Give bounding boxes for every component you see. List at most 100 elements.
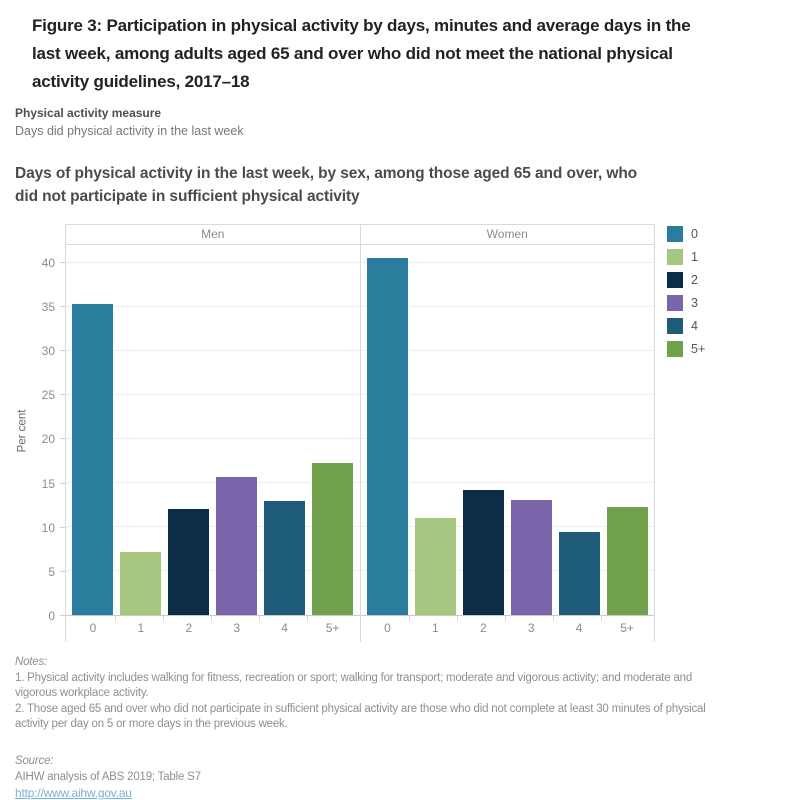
legend-swatch-4 xyxy=(667,318,683,334)
y-axis: Per cent 0 5 10 15 20 25 30 35 40 xyxy=(15,224,65,642)
y-tick-mark xyxy=(60,482,65,484)
gridline xyxy=(66,569,360,571)
bar-slot xyxy=(603,245,651,615)
legend-label-4: 4 xyxy=(691,319,698,333)
gridline xyxy=(360,525,654,527)
legend-label-3: 3 xyxy=(691,296,698,310)
chart-title: Days of physical activity in the last we… xyxy=(15,165,638,205)
panel-header-men: Men xyxy=(66,224,360,245)
panel-women: Women 0 1 2 3 4 5+ xyxy=(359,224,655,642)
x-label-4: 4 xyxy=(258,616,309,642)
legend-item-2[interactable]: 2 xyxy=(667,272,800,288)
y-tick-mark xyxy=(60,394,65,396)
bar-slot xyxy=(309,245,357,615)
legend-swatch-3 xyxy=(667,295,683,311)
legend-item-1[interactable]: 1 xyxy=(667,249,800,265)
bar-men-0[interactable] xyxy=(72,304,114,615)
x-label-2: 2 xyxy=(162,616,213,642)
plot-area-men xyxy=(66,245,360,616)
y-tick-mark xyxy=(60,261,65,263)
gridline xyxy=(360,569,654,571)
legend-item-0[interactable]: 0 xyxy=(667,226,800,242)
gridline xyxy=(360,305,654,307)
gridline xyxy=(66,393,360,395)
legend-item-3[interactable]: 3 xyxy=(667,295,800,311)
chart-panels: Men 0 1 2 3 4 5+ Women 0 1 2 3 4 5+ xyxy=(65,224,655,642)
x-axis-labels-women: 0 1 2 3 4 5+ xyxy=(361,616,655,642)
y-tick-label: 30 xyxy=(41,344,55,358)
y-tick-label: 15 xyxy=(41,476,55,491)
bar-slot xyxy=(117,245,165,615)
y-tick-label: 20 xyxy=(41,432,55,447)
x-label-0: 0 xyxy=(89,621,97,635)
panel-header-women: Women xyxy=(360,224,654,245)
legend-label-1: 1 xyxy=(691,250,698,264)
y-tick-label: 0 xyxy=(48,609,55,623)
bar-slot xyxy=(459,245,507,615)
y-tick-mark xyxy=(60,526,65,528)
gridline xyxy=(360,349,654,351)
bar-women-1[interactable] xyxy=(414,518,456,615)
bar-slot xyxy=(261,245,309,615)
gridline xyxy=(66,525,360,527)
x-label-3: 3 xyxy=(505,616,555,642)
x-label-0: 0 xyxy=(384,621,391,635)
note-1: 1. Physical activity includes walking fo… xyxy=(15,671,693,700)
bar-men-5+[interactable] xyxy=(312,462,354,615)
x-axis-labels-men: 0 1 2 3 4 5+ xyxy=(66,616,360,642)
bar-men-1[interactable] xyxy=(120,551,162,615)
source-label: Source: xyxy=(15,754,54,767)
x-label-5+: 5+ xyxy=(601,616,651,642)
legend-label-0: 0 xyxy=(691,227,698,241)
bar-chart: Per cent 0 5 10 15 20 25 30 35 40 Men 0 1 2 3 4 5+ Wome… xyxy=(15,224,800,642)
legend-label-5+: 5+ xyxy=(691,342,706,356)
bar-slot xyxy=(165,245,213,615)
x-label-2: 2 xyxy=(457,616,507,642)
legend: 0 1 2 3 4 5+ xyxy=(655,224,800,642)
gridline xyxy=(360,437,654,439)
legend-swatch-1 xyxy=(667,249,683,265)
y-axis-title: Per cent xyxy=(16,409,29,452)
bar-men-3[interactable] xyxy=(216,476,258,615)
legend-label-2: 2 xyxy=(691,273,698,287)
bars-women xyxy=(361,245,655,615)
panel-men: Men 0 1 2 3 4 5+ xyxy=(65,224,360,642)
bar-men-2[interactable] xyxy=(168,509,210,615)
bar-women-2[interactable] xyxy=(462,489,504,615)
y-tick-label: 5 xyxy=(48,564,55,579)
bar-women-0[interactable] xyxy=(366,258,408,615)
bar-slot xyxy=(507,245,555,615)
x-label-1: 1 xyxy=(114,616,165,642)
gridline xyxy=(66,261,360,263)
legend-item-5+[interactable]: 5+ xyxy=(667,341,800,357)
x-label-4: 4 xyxy=(553,616,603,642)
bar-slot xyxy=(69,245,117,615)
x-label-1: 1 xyxy=(409,616,459,642)
source-text: AIHW analysis of ABS 2019; Table S7 xyxy=(15,770,201,783)
bar-women-3[interactable] xyxy=(510,499,552,615)
y-tick-mark xyxy=(60,305,65,307)
y-tick-label: 35 xyxy=(41,299,55,314)
y-tick-mark xyxy=(60,615,65,616)
bar-slot xyxy=(213,245,261,615)
bar-slot xyxy=(555,245,603,615)
source-section: Source: AIHW analysis of ABS 2019; Table… xyxy=(15,753,800,800)
legend-swatch-0 xyxy=(667,226,683,242)
bar-women-4[interactable] xyxy=(558,532,600,615)
legend-item-4[interactable]: 4 xyxy=(667,318,800,334)
y-tick-mark xyxy=(60,350,65,351)
x-label-5+: 5+ xyxy=(306,616,357,642)
bar-slot xyxy=(411,245,459,615)
bar-men-4[interactable] xyxy=(264,501,306,615)
y-tick-label: 40 xyxy=(41,255,55,270)
gridline xyxy=(360,393,654,395)
y-tick-mark xyxy=(60,570,65,572)
legend-swatch-5+ xyxy=(667,341,683,357)
source-link[interactable]: http://www.aihw.gov.au xyxy=(15,785,132,800)
bar-women-5+[interactable] xyxy=(606,506,648,615)
gridline xyxy=(66,349,360,351)
y-tick-label: 10 xyxy=(41,520,55,535)
y-tick-label: 25 xyxy=(41,388,55,403)
y-tick-mark xyxy=(60,438,65,440)
